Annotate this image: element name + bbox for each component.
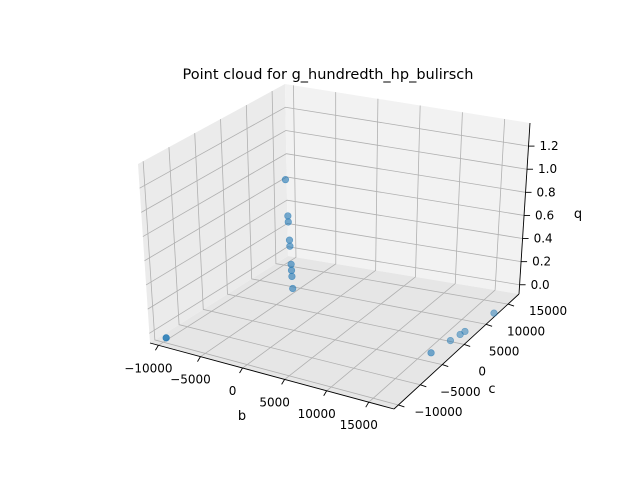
x-gridline bbox=[158, 85, 297, 346]
x-axis-line bbox=[149, 342, 395, 410]
z-axis-line bbox=[518, 122, 531, 295]
z-gridline bbox=[139, 106, 529, 189]
left-pane bbox=[138, 84, 288, 343]
x-tick-label: −5000 bbox=[170, 373, 211, 387]
x-tick-label: −10000 bbox=[124, 361, 172, 375]
data-points bbox=[162, 176, 498, 357]
data-point bbox=[281, 176, 290, 184]
x-gridline bbox=[368, 118, 506, 403]
y-axis-label: c bbox=[488, 382, 495, 397]
z-gridline bbox=[141, 130, 528, 213]
data-point bbox=[446, 337, 455, 345]
y-gridline bbox=[245, 105, 487, 325]
data-point bbox=[284, 212, 292, 220]
y-tick-mark bbox=[442, 364, 449, 368]
z-tick-label: 1.0 bbox=[538, 162, 557, 176]
data-point bbox=[285, 236, 294, 244]
data-point bbox=[461, 327, 469, 336]
y-tick-label: 15000 bbox=[529, 304, 567, 318]
chart-title: Point cloud for g_hundredth_hp_bulirsch bbox=[183, 67, 474, 83]
y-gridline bbox=[142, 161, 399, 406]
z-tick-label: 1.2 bbox=[540, 139, 559, 153]
data-point bbox=[490, 309, 498, 317]
x-gridline bbox=[200, 92, 337, 357]
z-gridline bbox=[145, 199, 523, 286]
axis-lines bbox=[149, 122, 531, 410]
data-point bbox=[288, 272, 296, 281]
y-tick-label: 5000 bbox=[489, 344, 520, 358]
x-tick-mark bbox=[239, 367, 243, 374]
grid-lines bbox=[139, 85, 529, 406]
y-tick-mark bbox=[485, 323, 493, 327]
z-tick-label: 0.2 bbox=[532, 255, 551, 269]
y-gridline bbox=[271, 91, 509, 305]
y-tick-label: 10000 bbox=[507, 324, 545, 338]
data-point bbox=[287, 260, 295, 268]
z-gridline bbox=[142, 153, 526, 237]
x-tick-label: 10000 bbox=[298, 407, 336, 421]
x-tick-mark bbox=[323, 390, 328, 397]
x-tick-label: 15000 bbox=[340, 418, 378, 432]
x-gridline bbox=[242, 98, 379, 369]
z-tick-label: 0.4 bbox=[534, 232, 553, 246]
y-gridline bbox=[168, 147, 421, 386]
y-tick-label: −5000 bbox=[440, 385, 481, 399]
data-point bbox=[284, 218, 292, 226]
data-point bbox=[427, 349, 435, 357]
x-tick-label: 0 bbox=[229, 384, 237, 398]
x-gridline bbox=[284, 105, 421, 380]
z-tick-label: 0.6 bbox=[535, 208, 554, 222]
y-tick-mark bbox=[507, 303, 515, 307]
y-tick-mark bbox=[464, 344, 471, 347]
z-tick-label: 0.0 bbox=[531, 278, 550, 292]
z-axis-label: q bbox=[574, 207, 582, 222]
axis-panes bbox=[138, 84, 530, 409]
x-tick-mark bbox=[281, 379, 286, 385]
x-tick-mark bbox=[197, 356, 201, 362]
data-point bbox=[289, 284, 297, 293]
data-point bbox=[286, 242, 294, 250]
y-gridline bbox=[220, 119, 465, 345]
x-tick-mark bbox=[155, 345, 159, 351]
y-axis-line bbox=[393, 293, 520, 410]
tick-labels: −10000−5000050001000015000−10000−5000050… bbox=[124, 139, 567, 432]
x-axis-label: b bbox=[238, 409, 246, 424]
x-gridline bbox=[326, 112, 463, 392]
x-tick-label: 5000 bbox=[259, 395, 290, 409]
data-point bbox=[287, 266, 296, 274]
y-tick-label: −10000 bbox=[414, 405, 462, 419]
y-gridline bbox=[194, 133, 443, 366]
x-tick-mark bbox=[365, 401, 370, 408]
floor-pane bbox=[150, 256, 519, 409]
z-tick-label: 0.8 bbox=[537, 185, 556, 199]
data-point bbox=[162, 334, 170, 342]
y-tick-mark bbox=[398, 404, 405, 408]
y-tick-label: 0 bbox=[478, 365, 486, 379]
y-tick-mark bbox=[420, 384, 427, 388]
